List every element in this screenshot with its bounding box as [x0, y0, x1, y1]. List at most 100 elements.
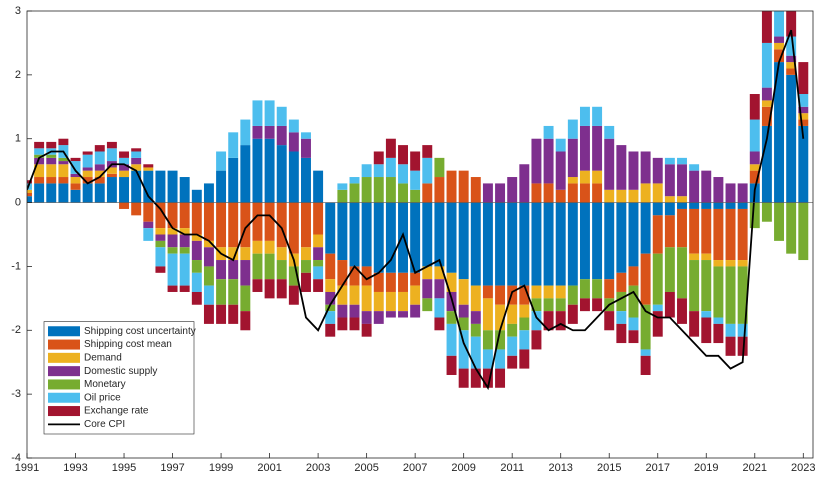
bar-segment: [701, 260, 712, 312]
bar-segment: [46, 164, 57, 178]
bar-segment: [507, 304, 518, 324]
bar-segment: [470, 202, 481, 286]
bar-segment: [737, 202, 748, 209]
bar-segment: [167, 234, 178, 248]
bar-segment: [179, 177, 190, 203]
bar-segment: [94, 177, 105, 184]
bar-segment: [713, 208, 724, 261]
bar-segment: [385, 177, 396, 203]
bar-segment: [531, 311, 542, 331]
bar-segment: [373, 202, 384, 273]
bar-segment: [592, 202, 603, 280]
bar-segment: [616, 145, 627, 190]
bar-segment: [410, 272, 421, 286]
bar-segment: [276, 125, 287, 146]
bar-segment: [106, 173, 117, 178]
bar-segment: [288, 119, 299, 133]
bar-segment: [725, 202, 736, 209]
bar-segment: [361, 177, 372, 203]
bar-segment: [543, 298, 554, 312]
bar-segment: [27, 189, 32, 193]
bar-segment: [592, 183, 603, 203]
bar-segment: [179, 228, 190, 235]
bar-segment: [713, 323, 724, 344]
bar-segment: [398, 272, 408, 292]
bar-segment: [470, 285, 481, 312]
bar-segment: [313, 234, 324, 248]
bar-segment: [434, 317, 445, 331]
bar-segment: [264, 100, 275, 126]
bar-segment: [652, 311, 663, 337]
legend-swatch: [48, 406, 80, 417]
bar-segment: [143, 202, 154, 222]
bar-segment: [373, 177, 384, 203]
bar-segment: [652, 183, 663, 203]
bar-segment: [604, 138, 615, 190]
bar-segment: [640, 151, 651, 184]
bar-segment: [240, 119, 251, 146]
bar-segment: [689, 170, 700, 203]
bar-segment: [664, 164, 675, 197]
bar-segment: [761, 87, 772, 101]
bar-segment: [119, 151, 130, 158]
bar-segment: [664, 215, 675, 248]
bar-segment: [470, 177, 481, 203]
bar-segment: [106, 167, 117, 174]
bar-segment: [434, 298, 445, 318]
bar-segment: [240, 202, 251, 248]
bar-segment: [495, 183, 506, 203]
bar-segment: [82, 154, 93, 168]
bar-segment: [616, 189, 627, 203]
bar-segment: [507, 177, 518, 203]
bar-segment: [579, 202, 590, 280]
bar-segment: [276, 247, 287, 261]
bar-segment: [531, 138, 542, 184]
bar-segment: [737, 336, 748, 356]
bar-segment: [167, 202, 178, 229]
bar-segment: [786, 62, 797, 69]
bar-segment: [337, 202, 348, 261]
bar-segment: [689, 202, 700, 209]
bar-segment: [640, 304, 651, 350]
bar-segment: [82, 167, 93, 171]
y-tick-label: -1: [11, 260, 21, 272]
legend-swatch: [48, 366, 80, 377]
bar-segment: [398, 183, 408, 203]
bar-segment: [106, 148, 117, 162]
bar-segment: [482, 183, 493, 203]
bar-segment: [555, 311, 566, 331]
bar-segment: [155, 266, 166, 273]
bar-segment: [167, 247, 178, 254]
bar-segment: [434, 279, 445, 299]
bar-segment: [664, 247, 675, 292]
bar-segment: [34, 177, 45, 184]
bar-segment: [458, 304, 469, 318]
bar-segment: [798, 125, 809, 203]
bar-segment: [191, 240, 202, 261]
bar-segment: [495, 202, 506, 286]
bar-segment: [677, 202, 687, 209]
bar-segment: [798, 202, 809, 261]
bar-segment: [373, 151, 384, 165]
bar-segment: [313, 247, 324, 261]
bar-segment: [203, 304, 214, 324]
bar-segment: [677, 196, 687, 203]
y-tick-label: 1: [15, 133, 21, 145]
bar-segment: [349, 285, 360, 305]
bar-segment: [252, 138, 263, 203]
bar-segment: [94, 183, 105, 203]
bar-segment: [385, 291, 396, 312]
bar-segment: [555, 151, 566, 190]
bar-segment: [264, 138, 275, 203]
bar-segment: [119, 170, 130, 178]
bar-segment: [179, 202, 190, 229]
bar-segment: [786, 55, 797, 63]
bar-segment: [458, 202, 469, 280]
bar-segment: [82, 183, 93, 203]
bar-segment: [228, 279, 239, 305]
bar-segment: [337, 304, 348, 318]
bar-segment: [786, 36, 797, 56]
bar-segment: [616, 323, 627, 344]
bar-segment: [252, 125, 263, 139]
bar-segment: [155, 234, 166, 241]
